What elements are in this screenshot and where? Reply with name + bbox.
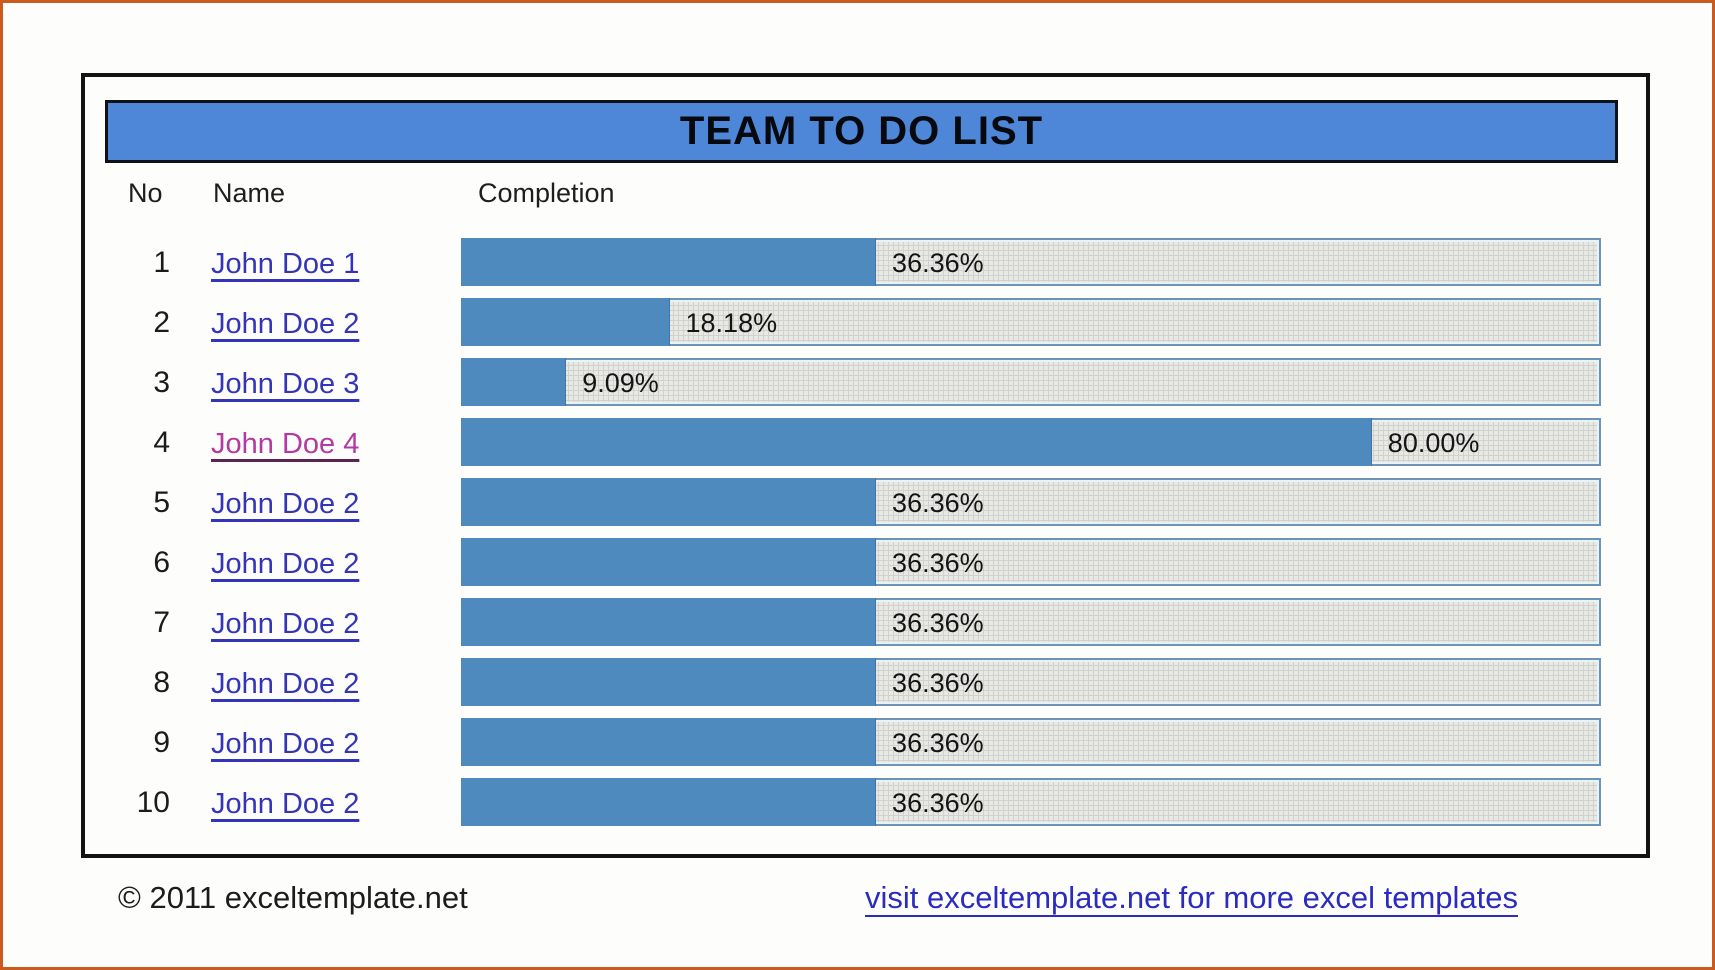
- completion-bar-fill: [461, 718, 877, 766]
- row-number: 9: [153, 726, 170, 759]
- name-link[interactable]: John Doe 2: [211, 548, 360, 580]
- completion-bar-fill: [461, 298, 670, 346]
- table-row: 6 John Doe 2 36.36%: [85, 538, 1646, 586]
- row-number: 5: [153, 486, 170, 519]
- completion-bar-fill: [461, 778, 877, 826]
- completion-bar-fill: [461, 478, 877, 526]
- todo-list-panel: TEAM TO DO LIST No Name Completion 1 Joh…: [81, 73, 1650, 858]
- column-header-no: No: [128, 178, 163, 208]
- completion-percent-label: 9.09%: [582, 368, 659, 398]
- completion-percent-label: 36.36%: [892, 608, 984, 638]
- row-number: 8: [153, 666, 170, 699]
- completion-bar-track: 36.36%: [461, 478, 1601, 526]
- table-row: 5 John Doe 2 36.36%: [85, 478, 1646, 526]
- completion-bar-track: 36.36%: [461, 718, 1601, 766]
- table-row: 3 John Doe 3 9.09%: [85, 358, 1646, 406]
- completion-percent-label: 80.00%: [1387, 428, 1480, 458]
- name-link[interactable]: John Doe 2: [211, 668, 360, 700]
- name-link[interactable]: John Doe 2: [211, 728, 360, 760]
- row-number: 6: [153, 546, 170, 579]
- completion-percent-label: 18.18%: [685, 308, 778, 338]
- table-row: 9 John Doe 2 36.36%: [85, 718, 1646, 766]
- name-link[interactable]: John Doe 4: [211, 428, 360, 460]
- completion-bar-track: 9.09%: [461, 358, 1601, 406]
- completion-bar-fill: [461, 418, 1372, 466]
- name-link[interactable]: John Doe 2: [211, 788, 360, 820]
- completion-percent-label: 36.36%: [892, 548, 984, 578]
- completion-bar-track: 36.36%: [461, 658, 1601, 706]
- name-link[interactable]: John Doe 2: [211, 488, 360, 520]
- column-header-completion: Completion: [478, 178, 615, 208]
- footer-link[interactable]: visit exceltemplate.net for more excel t…: [865, 880, 1518, 915]
- completion-bar-track: 18.18%: [461, 298, 1601, 346]
- table-row: 8 John Doe 2 36.36%: [85, 658, 1646, 706]
- completion-bar-fill: [461, 598, 877, 646]
- table-row: 7 John Doe 2 36.36%: [85, 598, 1646, 646]
- row-number: 2: [153, 306, 170, 339]
- copyright-text: © 2011 exceltemplate.net: [118, 880, 468, 915]
- column-header-name: Name: [213, 178, 286, 208]
- completion-bar-track: 36.36%: [461, 538, 1601, 586]
- row-number: 4: [153, 426, 170, 459]
- completion-percent-label: 36.36%: [892, 788, 984, 818]
- completion-bar-fill: [461, 358, 567, 406]
- completion-percent-label: 36.36%: [892, 248, 984, 278]
- row-number: 10: [136, 786, 170, 819]
- name-link[interactable]: John Doe 2: [211, 308, 360, 340]
- name-link[interactable]: John Doe 2: [211, 608, 360, 640]
- completion-bar-fill: [461, 538, 877, 586]
- table-row: 1 John Doe 1 36.36%: [85, 238, 1646, 286]
- row-number: 1: [153, 246, 170, 279]
- page-title: TEAM TO DO LIST: [679, 109, 1044, 153]
- completion-percent-label: 36.36%: [892, 668, 984, 698]
- name-link[interactable]: John Doe 1: [211, 248, 360, 280]
- completion-percent-label: 36.36%: [892, 488, 984, 518]
- title-bar: TEAM TO DO LIST: [105, 100, 1618, 163]
- completion-bar-track: 36.36%: [461, 238, 1601, 286]
- completion-bar-fill: [461, 658, 877, 706]
- table-row: 4 John Doe 4 80.00%: [85, 418, 1646, 466]
- table-row: 10 John Doe 2 36.36%: [85, 778, 1646, 826]
- row-number: 3: [153, 366, 170, 399]
- row-number: 7: [153, 606, 170, 639]
- completion-bar-track: 36.36%: [461, 598, 1601, 646]
- table-row: 2 John Doe 2 18.18%: [85, 298, 1646, 346]
- completion-bar-track: 80.00%: [461, 418, 1601, 466]
- completion-percent-label: 36.36%: [892, 728, 984, 758]
- name-link[interactable]: John Doe 3: [211, 368, 360, 400]
- completion-bar-fill: [461, 238, 877, 286]
- completion-bar-track: 36.36%: [461, 778, 1601, 826]
